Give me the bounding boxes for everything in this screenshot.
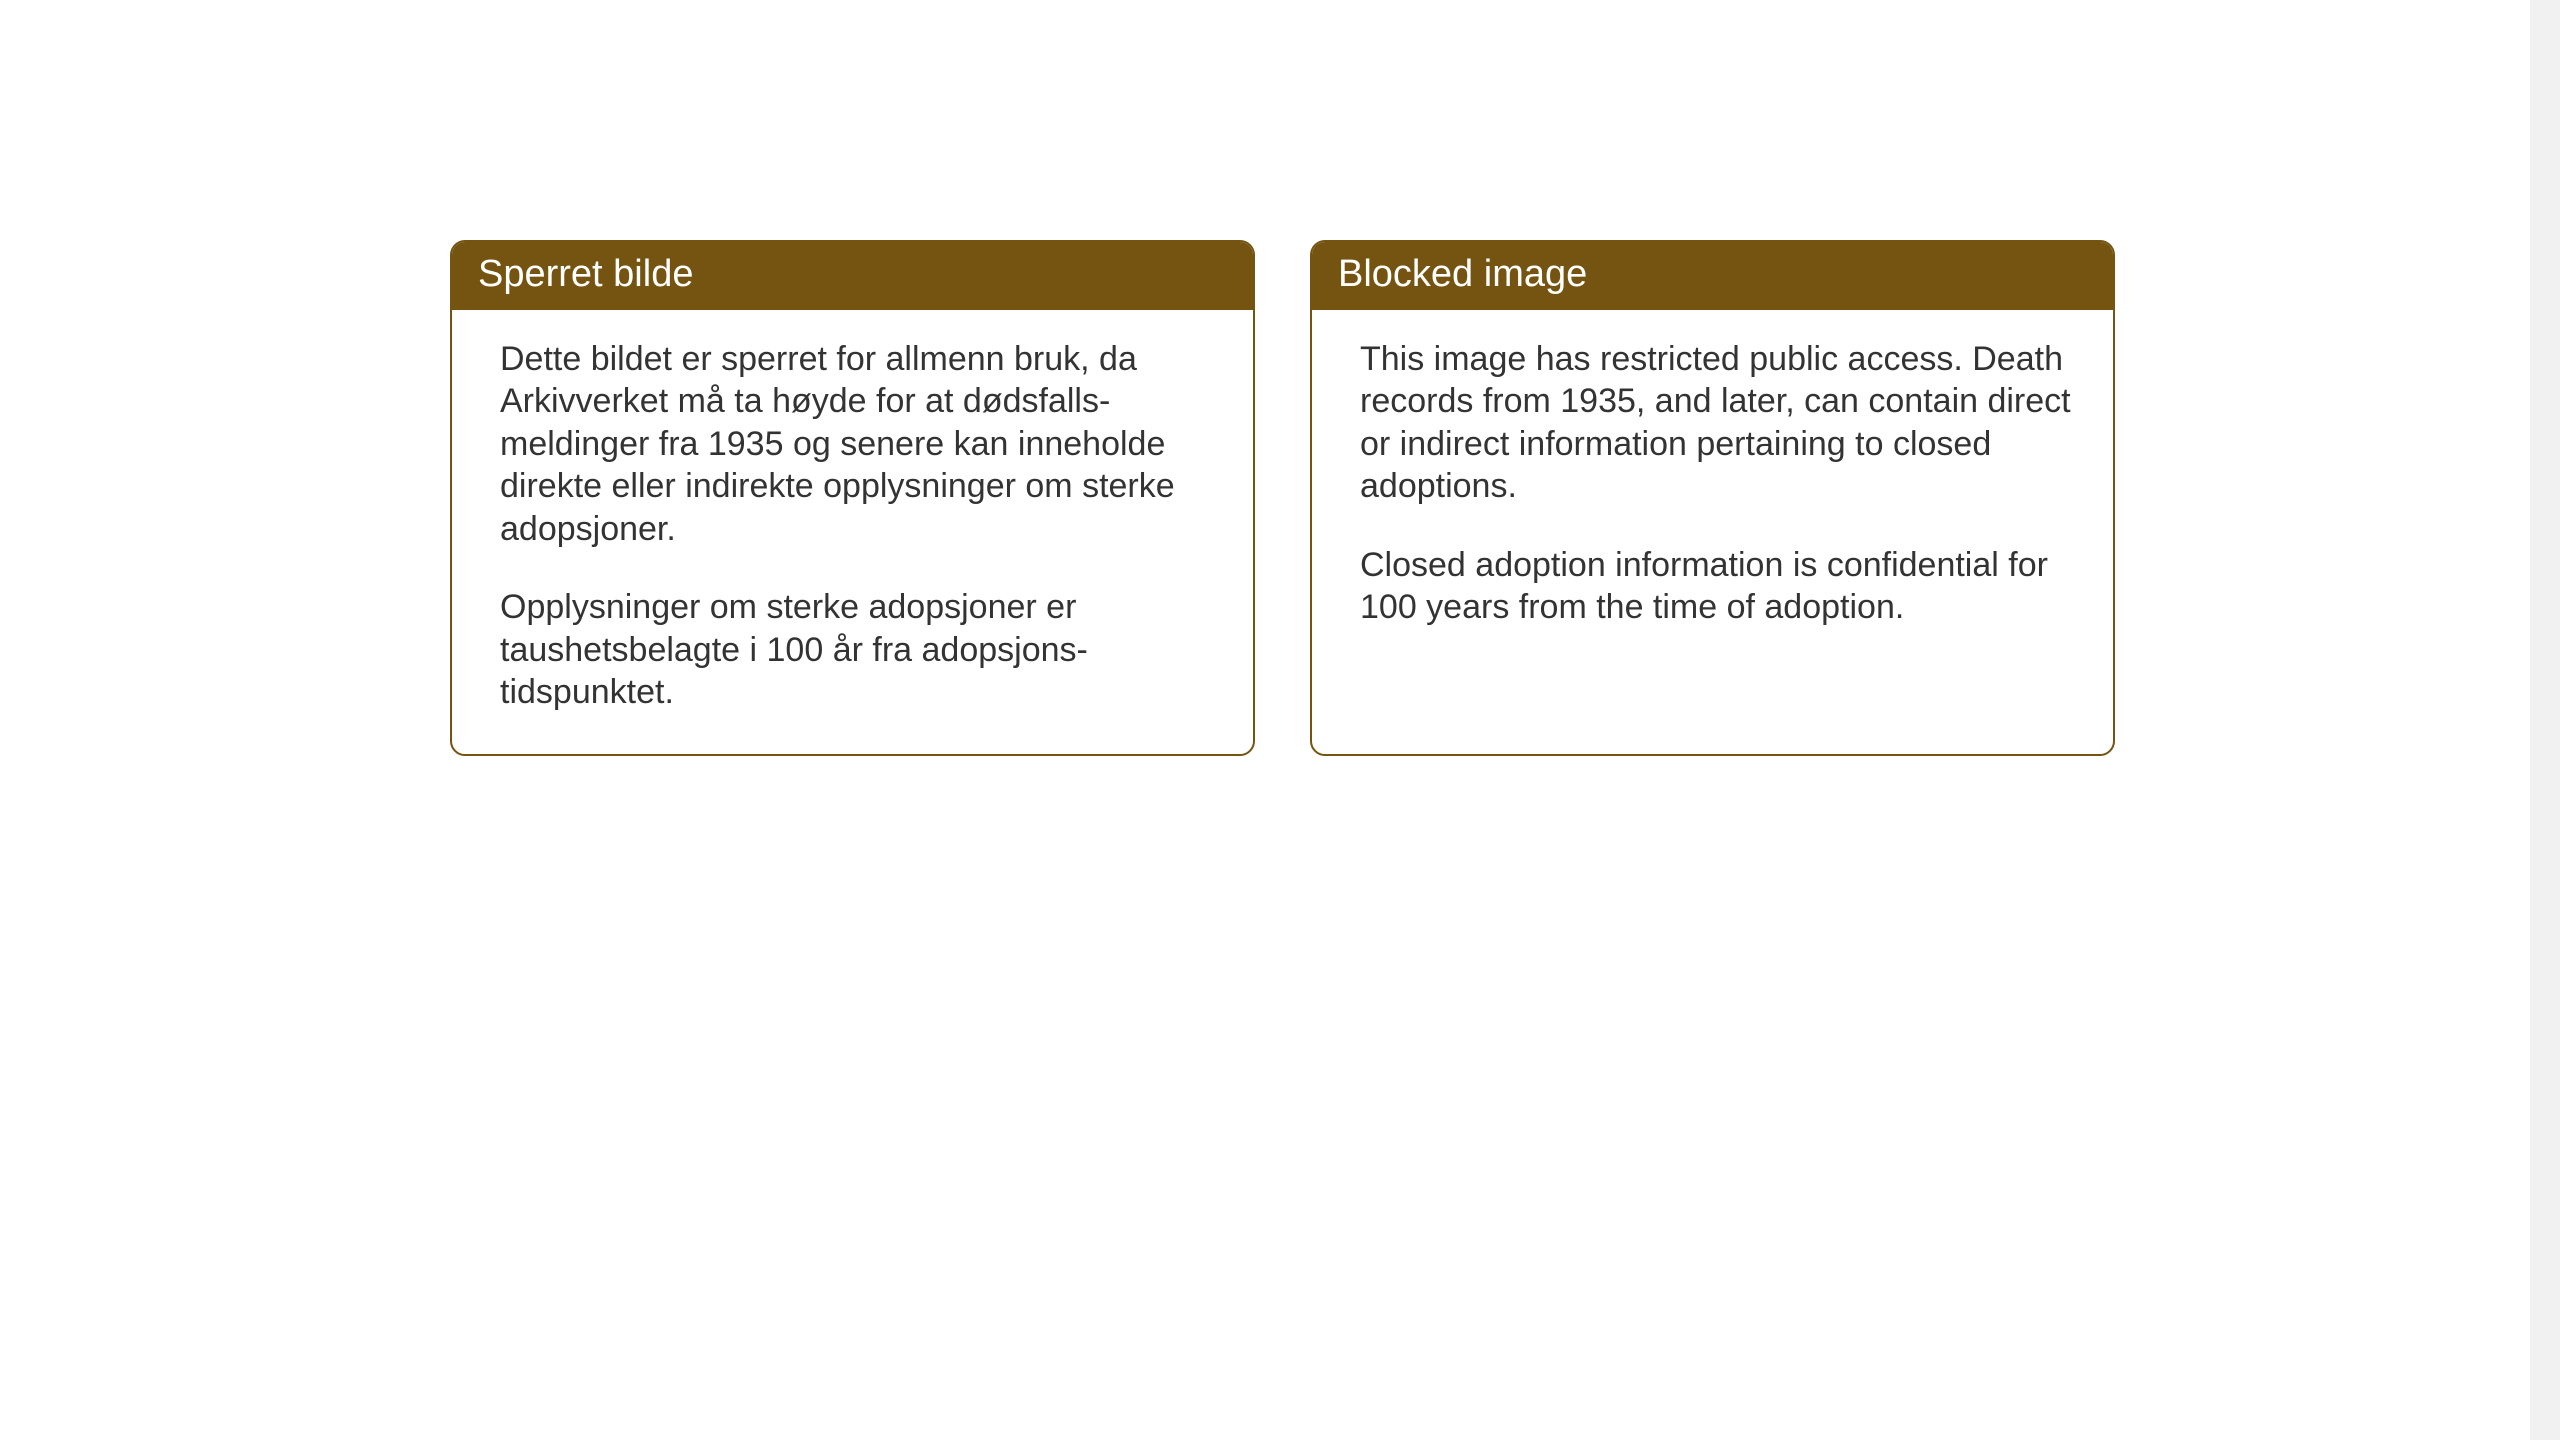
vertical-scrollbar[interactable] bbox=[2530, 0, 2560, 1440]
paragraph-1-norwegian: Dette bildet er sperret for allmenn bruk… bbox=[500, 338, 1213, 551]
panel-body-norwegian: Dette bildet er sperret for allmenn bruk… bbox=[452, 310, 1253, 754]
panel-header-english: Blocked image bbox=[1312, 242, 2113, 310]
paragraph-2-norwegian: Opplysninger om sterke adopsjoner er tau… bbox=[500, 586, 1213, 714]
panel-english: Blocked image This image has restricted … bbox=[1310, 240, 2115, 756]
panel-header-norwegian: Sperret bilde bbox=[452, 242, 1253, 310]
panel-norwegian: Sperret bilde Dette bildet er sperret fo… bbox=[450, 240, 1255, 756]
paragraph-1-english: This image has restricted public access.… bbox=[1360, 338, 2073, 508]
panel-title-english: Blocked image bbox=[1338, 253, 1587, 295]
panel-body-english: This image has restricted public access.… bbox=[1312, 310, 2113, 669]
paragraph-2-english: Closed adoption information is confident… bbox=[1360, 544, 2073, 629]
panels-container: Sperret bilde Dette bildet er sperret fo… bbox=[450, 240, 2115, 756]
panel-title-norwegian: Sperret bilde bbox=[478, 253, 693, 295]
